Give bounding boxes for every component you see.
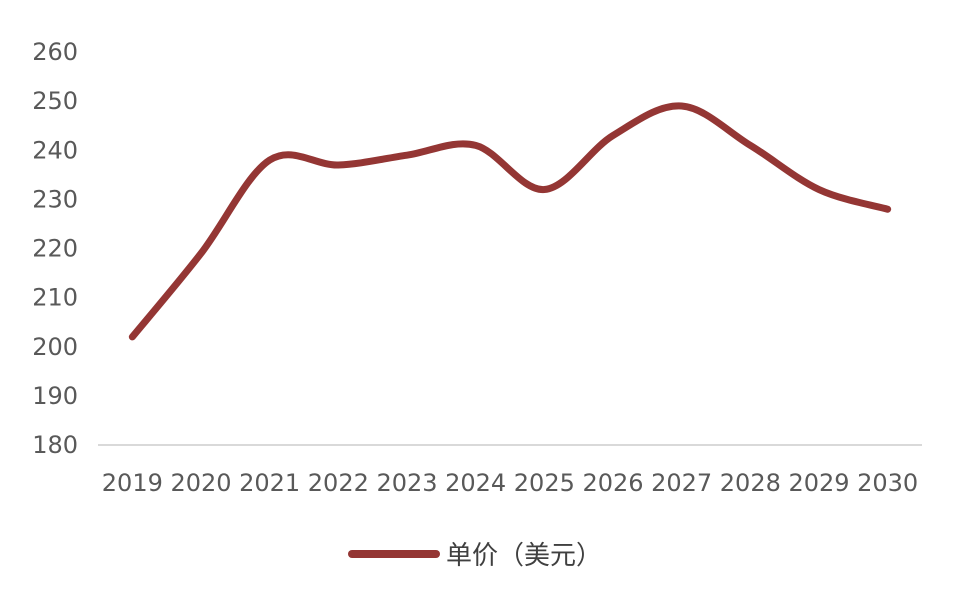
y-tick-label: 200 bbox=[32, 333, 78, 361]
series-line bbox=[128, 102, 892, 341]
y-axis: 180 190 200 210 220 230 240 250 260 bbox=[32, 38, 78, 459]
x-tick-label: 2030 bbox=[857, 469, 918, 497]
x-tick-label: 2028 bbox=[720, 469, 781, 497]
x-tick-label: 2021 bbox=[239, 469, 300, 497]
y-tick-label: 250 bbox=[32, 87, 78, 115]
x-tick-label: 2023 bbox=[376, 469, 437, 497]
y-tick-label: 220 bbox=[32, 235, 78, 263]
x-tick-label: 2027 bbox=[651, 469, 712, 497]
x-tick-label: 2029 bbox=[788, 469, 849, 497]
x-tick-label: 2024 bbox=[445, 469, 506, 497]
x-tick-label: 2019 bbox=[102, 469, 163, 497]
y-tick-label: 180 bbox=[32, 431, 78, 459]
y-tick-label: 230 bbox=[32, 185, 78, 213]
y-tick-label: 240 bbox=[32, 136, 78, 164]
y-tick-label: 190 bbox=[32, 382, 78, 410]
y-tick-label: 210 bbox=[32, 284, 78, 312]
series-layer bbox=[128, 102, 892, 341]
x-axis: 2019 2020 2021 2022 2023 2024 2025 2026 2027 2028… bbox=[102, 469, 918, 497]
x-tick-label: 2022 bbox=[308, 469, 369, 497]
x-tick-label: 2020 bbox=[170, 469, 231, 497]
legend-label: 单价（美元） bbox=[446, 541, 602, 571]
legend: 单价（美元） bbox=[348, 541, 602, 571]
y-tick-label: 260 bbox=[32, 38, 78, 66]
x-tick-label: 2025 bbox=[514, 469, 575, 497]
x-tick-label: 2026 bbox=[582, 469, 643, 497]
